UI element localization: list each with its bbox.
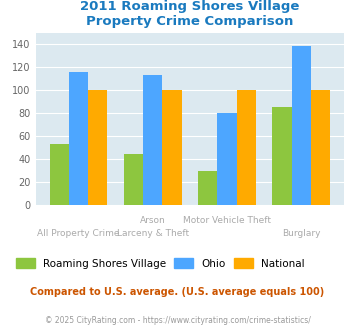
Bar <box>237 90 256 205</box>
Bar <box>50 144 69 205</box>
Text: Compared to U.S. average. (U.S. average equals 100): Compared to U.S. average. (U.S. average … <box>31 287 324 297</box>
Bar <box>272 107 292 205</box>
Text: Larceny & Theft: Larceny & Theft <box>117 229 189 238</box>
Bar <box>217 113 237 205</box>
Bar <box>163 90 182 205</box>
Text: Burglary: Burglary <box>282 229 321 238</box>
Text: © 2025 CityRating.com - https://www.cityrating.com/crime-statistics/: © 2025 CityRating.com - https://www.city… <box>45 315 310 325</box>
Text: Motor Vehicle Theft: Motor Vehicle Theft <box>183 216 271 225</box>
Text: All Property Crime: All Property Crime <box>37 229 120 238</box>
Bar <box>88 90 108 205</box>
Bar <box>198 171 217 205</box>
Bar <box>292 46 311 205</box>
Bar <box>143 75 163 205</box>
Bar <box>124 154 143 205</box>
Legend: Roaming Shores Village, Ohio, National: Roaming Shores Village, Ohio, National <box>16 258 305 269</box>
Text: Arson: Arson <box>140 216 166 225</box>
Bar <box>69 72 88 205</box>
Title: 2011 Roaming Shores Village
Property Crime Comparison: 2011 Roaming Shores Village Property Cri… <box>80 0 300 28</box>
Bar <box>311 90 330 205</box>
